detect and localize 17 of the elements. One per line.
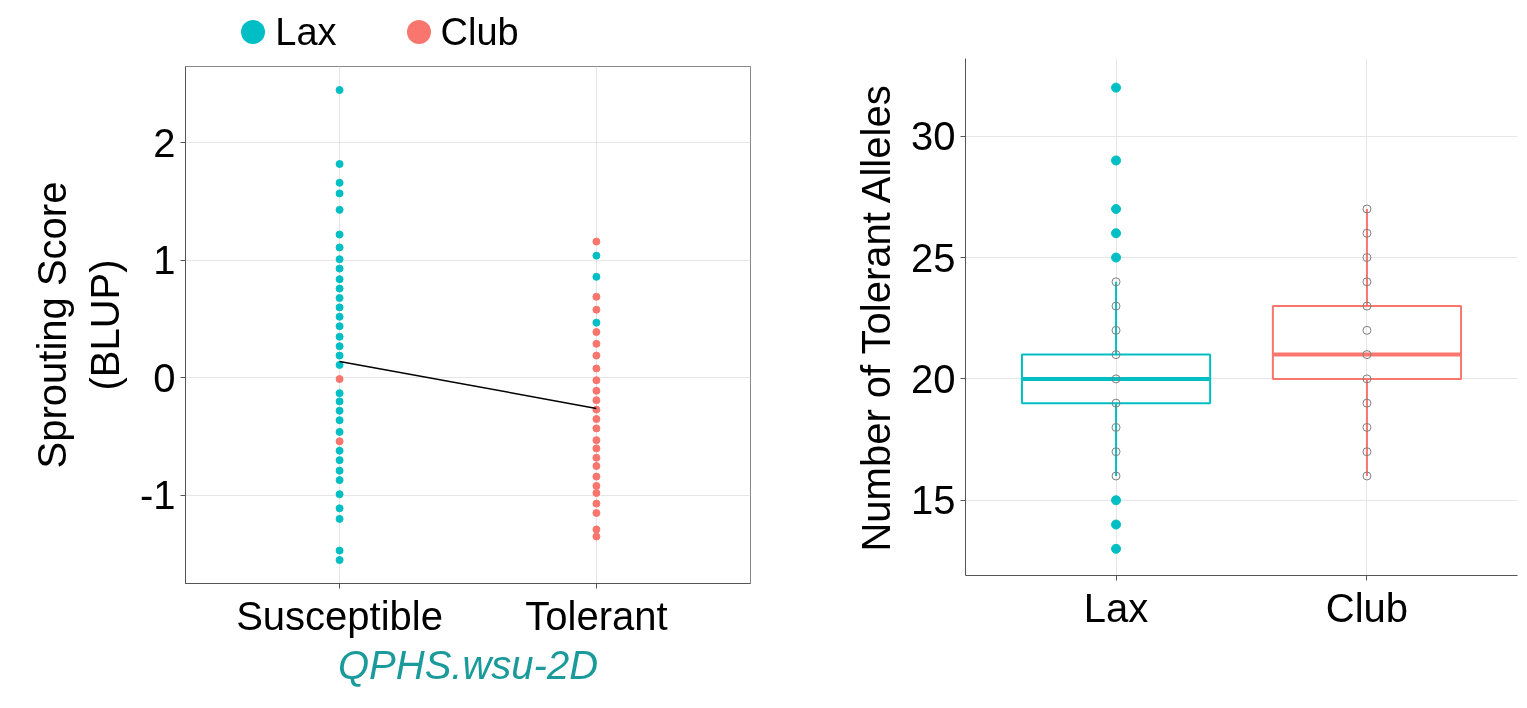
y-tick-label: 1 bbox=[153, 238, 176, 283]
x-tick-label: Susceptible bbox=[236, 593, 443, 638]
y-tick-label: 2 bbox=[153, 120, 176, 165]
legend-label: Lax bbox=[275, 10, 337, 55]
y-axis-title: Sprouting Score (BLUP) bbox=[30, 181, 127, 469]
y-tick-label: 20 bbox=[911, 356, 956, 401]
y-tick-label: 25 bbox=[911, 235, 956, 280]
y-tick-label: 30 bbox=[911, 114, 956, 159]
legend-label: Club bbox=[440, 10, 519, 55]
y-axis-title: Number of Tolerant Alleles bbox=[854, 85, 899, 552]
x-tick-label: Club bbox=[1325, 585, 1409, 630]
x-axis-title: QPHS.wsu-2D bbox=[337, 642, 599, 687]
y-tick-label: 0 bbox=[153, 355, 176, 400]
y-tick-label: -1 bbox=[139, 473, 176, 518]
x-tick-label: Lax bbox=[1083, 585, 1149, 630]
x-tick-label: Tolerant bbox=[525, 593, 668, 638]
y-tick-label: 15 bbox=[911, 478, 956, 523]
